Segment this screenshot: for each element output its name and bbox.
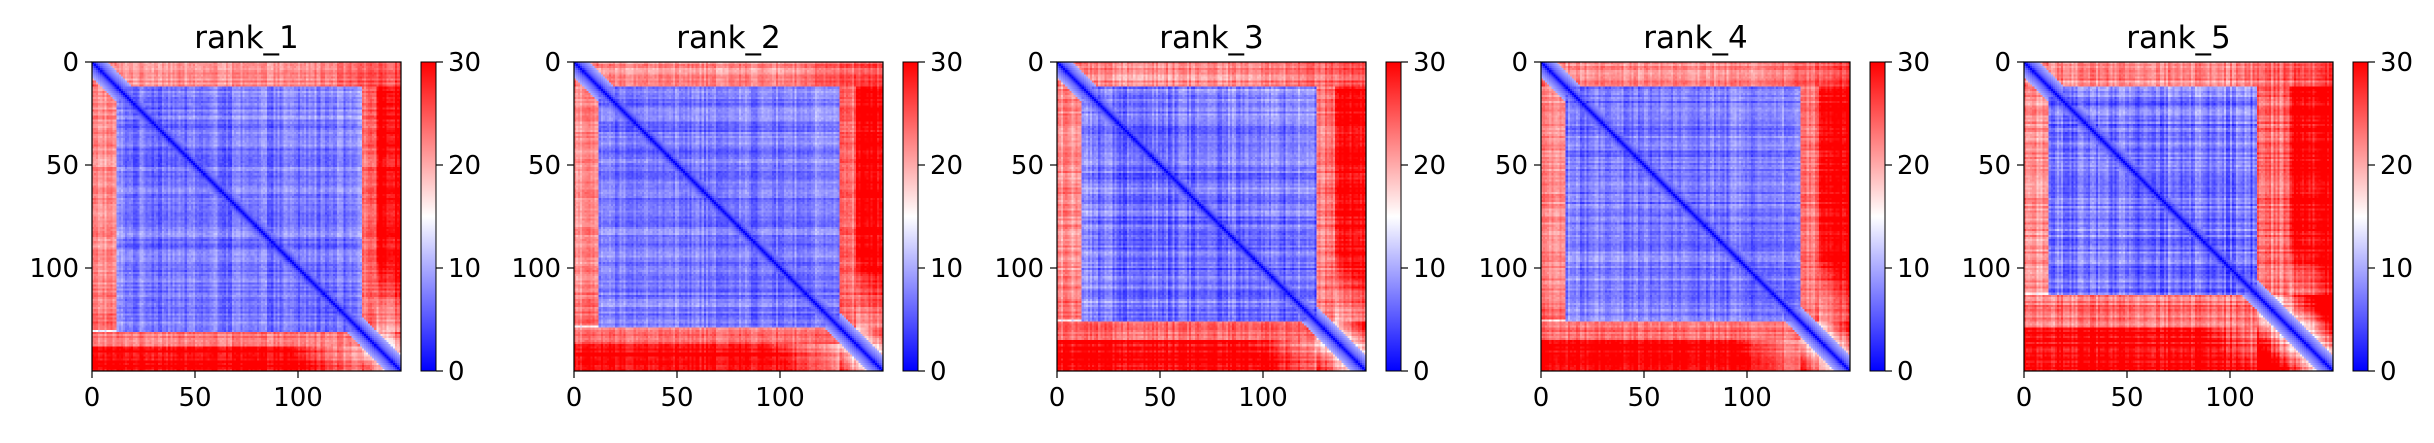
colorbar-tick-label: 10 [1897,254,1930,284]
panel-title: rank_2 [676,20,781,56]
y-tick-label: 0 [1511,48,1528,78]
y-tick-label: 100 [1478,254,1528,284]
heatmap-panel-5: rank_5 0 50 100 0 50 100 0 10 20 30 [1961,20,2413,413]
x-tick-label: 100 [2205,383,2255,413]
x-tick-label: 50 [1627,383,1660,413]
heatmap-panel-4: rank_4 0 50 100 0 50 100 0 10 20 30 [1478,20,1930,413]
x-tick-label: 100 [273,383,323,413]
colorbar-tick-label: 20 [1413,151,1446,181]
colorbar-tick-label: 20 [448,151,481,181]
colorbar-tick-label: 30 [1413,48,1446,78]
colorbar-tick-label: 30 [2380,48,2413,78]
heatmap-panel-3: rank_3 0 50 100 0 50 100 0 10 20 30 [994,20,1446,413]
colorbar-tick-label: 30 [1897,48,1930,78]
x-tick-label: 0 [566,383,583,413]
heatmap-panel-1: rank_1 0 50 100 0 50 100 0 10 20 30 [29,20,481,413]
colorbar [1869,61,1886,372]
axes-frame [1056,61,1367,372]
colorbar-tick-label: 10 [448,254,481,284]
x-tick-label: 50 [1143,383,1176,413]
heatmap-image [92,62,401,371]
colorbar-tick-label: 0 [448,357,465,387]
colorbar-tick-label: 0 [1897,357,1914,387]
panel-title: rank_1 [194,20,299,56]
colorbar [420,61,437,372]
y-tick-label: 50 [1011,151,1044,181]
heatmap-image [1057,62,1366,371]
colorbar-tick-label: 10 [2380,254,2413,284]
colorbar-tick-label: 20 [930,151,963,181]
y-tick-label: 100 [511,254,561,284]
y-tick-label: 0 [62,48,79,78]
heatmap-image [2024,62,2333,371]
colorbar-tick-label: 20 [1897,151,1930,181]
x-tick-label: 100 [1238,383,1288,413]
y-tick-label: 0 [1027,48,1044,78]
colorbar-tick-label: 0 [930,357,947,387]
y-tick-label: 50 [46,151,79,181]
y-tick-label: 0 [544,48,561,78]
colorbar [2352,61,2369,372]
colorbar-tick-label: 30 [448,48,481,78]
y-tick-label: 100 [29,254,79,284]
y-tick-label: 50 [1978,151,2011,181]
y-tick-label: 0 [1994,48,2011,78]
y-tick-label: 100 [994,254,1044,284]
y-tick-label: 50 [528,151,561,181]
axes-frame [2023,61,2334,372]
colorbar-tick-label: 30 [930,48,963,78]
axes-frame [91,61,402,372]
colorbar-tick-label: 0 [2380,357,2397,387]
colorbar-tick-label: 20 [2380,151,2413,181]
x-tick-label: 50 [2110,383,2143,413]
colorbar-tick-label: 0 [1413,357,1430,387]
heatmap-image [574,62,883,371]
y-tick-label: 100 [1961,254,2011,284]
x-tick-label: 100 [755,383,805,413]
heatmap-image [1541,62,1850,371]
colorbar-tick-label: 10 [930,254,963,284]
axes-frame [1540,61,1851,372]
panel-title: rank_4 [1643,20,1748,56]
x-tick-label: 0 [2016,383,2033,413]
x-tick-label: 50 [178,383,211,413]
panel-title: rank_5 [2126,20,2231,56]
x-tick-label: 100 [1722,383,1772,413]
panel-title: rank_3 [1159,20,1264,56]
x-tick-label: 0 [1049,383,1066,413]
x-tick-label: 0 [1533,383,1550,413]
heatmap-panel-2: rank_2 0 50 100 0 50 100 0 10 20 30 [511,20,963,413]
colorbar [902,61,919,372]
colorbar [1385,61,1402,372]
x-tick-label: 0 [84,383,101,413]
axes-frame [573,61,884,372]
colorbar-tick-label: 10 [1413,254,1446,284]
y-tick-label: 50 [1495,151,1528,181]
x-tick-label: 50 [660,383,693,413]
